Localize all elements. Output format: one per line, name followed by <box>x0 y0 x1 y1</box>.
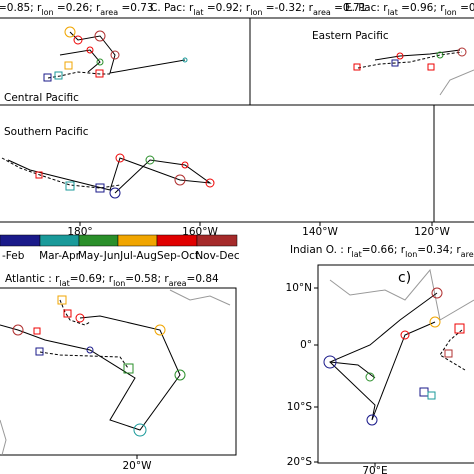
atlantic-panel <box>0 287 237 456</box>
x-tick-label: 140°W <box>302 226 338 238</box>
title-text: =0.85; r <box>0 2 42 14</box>
subscript: lon <box>445 8 457 17</box>
colorbar-label: Nov-Dec <box>195 250 240 262</box>
title-text: =0.94; r <box>457 2 474 14</box>
panel-title: Atlantic : rlat=0.69; rlon=0.58; rarea=0… <box>5 273 219 288</box>
colorbar-label: -Feb <box>2 250 25 262</box>
region-label: Southern Pacific <box>4 126 89 138</box>
subscript: lat <box>59 279 69 288</box>
subscript: lat <box>351 250 361 259</box>
x-tick-label: 70°E <box>362 465 387 474</box>
y-tick-label: 20°S <box>287 456 313 468</box>
title-text: =-0.32; r <box>262 2 313 14</box>
x-tick-label: 180° <box>67 226 92 238</box>
title-text: =0.92; r <box>204 2 251 14</box>
subscript: lon <box>250 8 262 17</box>
x-tick-label: 160°W <box>182 226 218 238</box>
title-text: =0.26; r <box>54 2 101 14</box>
colorbar-label: Jul-Aug <box>119 250 157 262</box>
panel-letter: c) <box>398 270 411 286</box>
title-text: =0.69; r <box>70 273 114 285</box>
x-tick-label: 120°W <box>414 226 450 238</box>
title-text: =0.58; r <box>125 273 169 285</box>
title-text: =0.96; r <box>398 2 445 14</box>
subscript: lon <box>113 279 125 288</box>
region-label: Central Pacific <box>4 92 79 104</box>
region-label: Eastern Pacific <box>312 30 389 42</box>
subscript: area <box>100 8 118 17</box>
x-tick-label: 20°W <box>123 460 153 472</box>
colorbar-label: Mar-Apr <box>39 250 81 262</box>
panel-title: =0.85; rlon =0.26; rarea =0.73 <box>0 2 154 17</box>
title-text: Atlantic : r <box>5 273 60 285</box>
panel-title: Indian O. : rlat=0.66; rlon=0.34; rarea <box>290 244 474 259</box>
colorbar-label: May-Jun <box>78 250 120 262</box>
indian-panel <box>317 264 474 464</box>
y-tick-label: 0° <box>300 339 312 351</box>
subscript: area <box>169 279 187 288</box>
subscript: lat <box>193 8 203 17</box>
subscript: area <box>461 250 474 259</box>
title-text: C. Pac: r <box>150 2 194 14</box>
title-text: Indian O. : r <box>290 244 352 256</box>
subscript: lon <box>41 8 53 17</box>
subscript: lat <box>388 8 398 17</box>
subscript: lon <box>405 250 417 259</box>
panel-title: C. Pac: rlat =0.92; rlon =-0.32; rarea =… <box>150 2 366 17</box>
pacific-tracks <box>1 26 474 199</box>
panel-title: E. Pac: rlat =0.96; rlon =0.94; rarea <box>345 2 474 17</box>
title-text: =0.34; r <box>417 244 461 256</box>
colorbar-swatches <box>0 234 238 247</box>
subscript: area <box>313 8 331 17</box>
title-text: =0.66; r <box>362 244 406 256</box>
pacific-frames <box>0 17 474 223</box>
title-text: E. Pac: r <box>345 2 388 14</box>
y-tick-label: 10°N <box>286 282 312 294</box>
y-tick-label: 10°S <box>287 401 313 413</box>
colorbar-label: Sep-Oct <box>157 250 199 262</box>
title-text: =0.71 <box>331 2 367 14</box>
title-text: =0.73 <box>118 2 154 14</box>
title-text: =0.84 <box>187 273 219 285</box>
